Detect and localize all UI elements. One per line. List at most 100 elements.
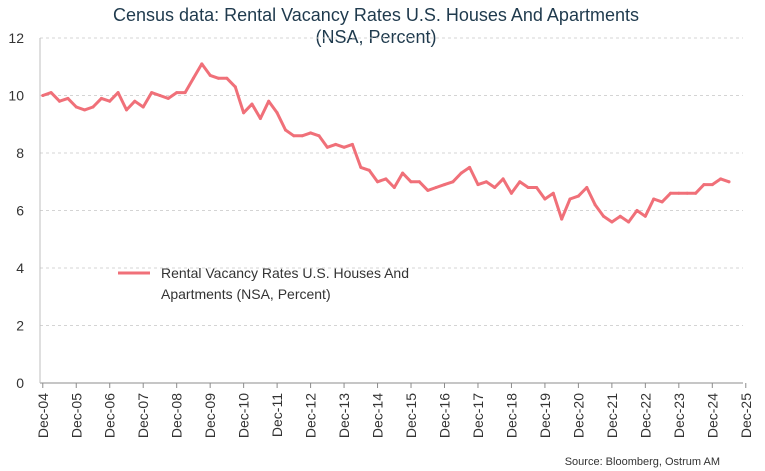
gridlines [40,37,743,326]
x-tick-label: Dec-18 [503,393,519,438]
data-point [99,96,103,100]
y-tick-label: 12 [8,30,24,46]
data-point [350,142,354,146]
data-point [551,191,555,195]
data-point [719,177,723,181]
data-point [518,180,522,184]
data-point [610,220,614,224]
legend: Rental Vacancy Rates U.S. Houses And Apa… [118,265,409,302]
x-tick-label: Dec-07 [135,393,151,438]
data-point [275,111,279,115]
data-point [58,99,61,103]
data-point [208,73,212,77]
data-point [49,91,53,95]
data-point [434,186,438,189]
data-point [727,180,731,184]
data-point [233,85,237,89]
x-tick-label: Dec-20 [570,393,586,438]
data-point [509,191,513,195]
data-point [183,91,187,95]
data-point [317,134,321,138]
data-point [309,131,313,135]
data-point [576,194,580,198]
x-tick-label: Dec-13 [336,393,352,438]
legend-label-line1: Rental Vacancy Rates U.S. Houses And [161,265,409,281]
data-point [108,99,112,103]
data-point [116,91,120,95]
x-tick-label: Dec-19 [537,393,553,438]
data-point [468,165,472,169]
legend-label-line2: Apartments (NSA, Percent) [161,286,331,302]
data-point [225,76,229,80]
data-point [367,168,371,172]
x-tick-label: Dec-25 [738,393,754,438]
data-point [409,180,413,184]
data-point [166,96,170,100]
data-point [526,186,530,189]
x-tick-label: Dec-04 [35,393,51,438]
data-point [627,220,631,224]
data-point [74,105,78,109]
x-tick-labels: Dec-04 Dec-05 Dec-06 Dec-07 Dec-08 Dec-09 Dec-… [35,393,754,438]
data-point [710,183,714,187]
x-tick-label: Dec-21 [604,393,620,438]
data-point [535,186,539,189]
x-tick-label: Dec-23 [671,393,687,438]
y-tick-label: 10 [8,88,24,104]
source-note: Source: Bloomberg, Ostrum AM [565,456,720,468]
x-tick-label: Dec-15 [403,393,419,438]
data-point [200,62,204,66]
chart-title-line2: (NSA, Percent) [315,27,436,47]
data-point [694,191,698,195]
x-tick-label: Dec-08 [169,393,185,438]
y-tick-label: 8 [16,145,24,161]
data-point [635,209,639,212]
x-tick-label: Dec-22 [637,393,653,438]
y-tick-label: 0 [16,375,24,391]
data-point [325,145,329,149]
data-point [501,177,505,181]
data-point [217,76,220,80]
x-tick-label: Dec-14 [370,393,386,438]
data-point [91,105,95,109]
data-point [493,186,497,189]
chart-title-line1: Census data: Rental Vacancy Rates U.S. H… [113,5,639,25]
data-point [585,186,589,189]
data-point [133,99,137,103]
y-tick-label: 6 [16,203,24,219]
x-tick-label: Dec-05 [68,393,84,438]
data-point [652,197,656,201]
x-tick-label: Dec-16 [436,393,452,438]
data-point [543,197,547,201]
data-point [484,180,488,184]
data-point [191,76,195,80]
data-point [66,96,70,100]
x-tick-label: Dec-06 [102,393,118,438]
data-point [267,99,271,103]
data-point [643,214,647,218]
data-point [242,111,246,115]
data-point [150,91,154,95]
data-point [602,214,605,218]
data-point [669,191,672,195]
y-tick-labels: 0 2 4 6 8 10 12 [8,30,24,391]
data-point [593,203,597,207]
data-point [292,134,296,138]
data-point [284,128,287,132]
data-point [41,94,45,97]
x-tick-label: Dec-24 [704,393,720,438]
data-point [568,197,572,201]
data-point [334,142,338,146]
data-point [560,217,564,221]
y-tick-label: 4 [16,260,24,276]
data-point [125,108,128,112]
x-tick-label: Dec-10 [236,393,252,438]
data-point [376,180,379,184]
data-point [677,191,681,195]
y-tick-label: 2 [16,318,24,334]
data-point [384,177,388,181]
x-tick-label: Dec-12 [303,393,319,438]
data-point [459,171,463,175]
